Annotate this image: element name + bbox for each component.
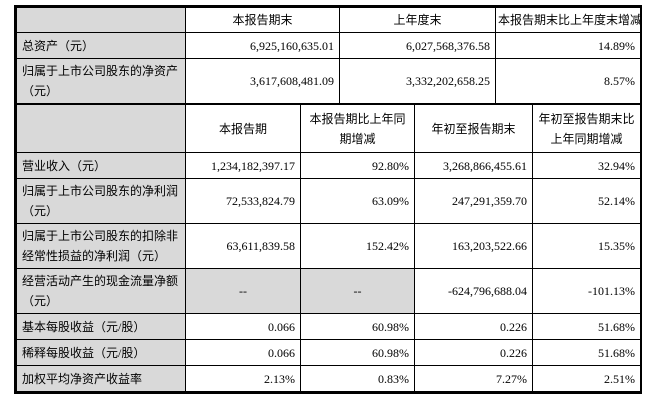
table-row-diluted-eps: 稀释每股收益（元/股） 0.066 60.98% 0.226 51.68% — [16, 339, 641, 366]
value-cell: 6,027,568,376.58 — [339, 32, 496, 59]
value-cell-not-applicable: -- — [185, 268, 301, 314]
row-label: 经营活动产生的现金流量净额（元） — [16, 268, 186, 314]
value-cell: 2.13% — [185, 365, 301, 392]
value-cell-not-applicable: -- — [300, 268, 415, 314]
table-row-net-profit: 归属于上市公司股东的净利润（元） 72,533,824.79 63.09% 24… — [16, 178, 641, 224]
value-cell: 7.27% — [414, 365, 533, 392]
table-row-operating-cash-flow: 经营活动产生的现金流量净额（元） -- -- -624,796,688.04 -… — [16, 268, 641, 314]
header-row-section2: 本报告期 本报告期比上年同期增减 年初至报告期末 年初至报告期末比上年同期增减 — [16, 104, 641, 153]
row-label: 基本每股收益（元/股） — [16, 313, 186, 340]
value-cell: -101.13% — [532, 268, 641, 314]
column-header-period-end: 本报告期末 — [185, 7, 340, 33]
value-cell: 63,611,839.58 — [185, 223, 301, 269]
value-cell: 8.57% — [495, 58, 641, 104]
value-cell: 51.68% — [532, 339, 641, 366]
value-cell: 14.89% — [495, 32, 641, 59]
value-cell: 60.98% — [300, 339, 415, 366]
table-row-net-assets: 归属于上市公司股东的净资产（元） 3,617,608,481.09 3,332,… — [16, 58, 641, 104]
value-cell: 163,203,522.66 — [414, 223, 533, 269]
row-label: 稀释每股收益（元/股） — [16, 339, 186, 366]
value-cell: 92.80% — [300, 152, 415, 179]
value-cell: 0.83% — [300, 365, 415, 392]
row-label: 总资产（元） — [16, 32, 186, 59]
value-cell: 60.98% — [300, 313, 415, 340]
value-cell: 0.226 — [414, 339, 533, 366]
value-cell: 2.51% — [532, 365, 641, 392]
value-cell: 1,234,182,397.17 — [185, 152, 301, 179]
row-label: 归属于上市公司股东的净利润（元） — [16, 178, 186, 224]
value-cell: 63.09% — [300, 178, 415, 224]
value-cell: 3,617,608,481.09 — [185, 58, 340, 104]
corner-cell — [16, 104, 186, 153]
value-cell: 152.42% — [300, 223, 415, 269]
header-row-section1: 本报告期末 上年度末 本报告期末比上年度末增减 — [16, 7, 641, 33]
value-cell: 51.68% — [532, 313, 641, 340]
value-cell: -624,796,688.04 — [414, 268, 533, 314]
column-header-prev-year-end: 上年度末 — [339, 7, 496, 33]
value-cell: 72,533,824.79 — [185, 178, 301, 224]
column-header-change-vs-prev-year-end: 本报告期末比上年度末增减 — [495, 7, 641, 33]
column-header-ytd-change-vs-same-period: 年初至报告期末比上年同期增减 — [532, 104, 641, 153]
financial-summary-table: 本报告期末 上年度末 本报告期末比上年度末增减 总资产（元） 6,925,160… — [14, 5, 642, 394]
value-cell: 0.226 — [414, 313, 533, 340]
table-row-basic-eps: 基本每股收益（元/股） 0.066 60.98% 0.226 51.68% — [16, 313, 641, 340]
table-row-operating-revenue: 营业收入（元） 1,234,182,397.17 92.80% 3,268,86… — [16, 152, 641, 179]
value-cell: 15.35% — [532, 223, 641, 269]
value-cell: 0.066 — [185, 339, 301, 366]
row-label: 归属于上市公司股东的净资产（元） — [16, 58, 186, 104]
value-cell: 0.066 — [185, 313, 301, 340]
value-cell: 6,925,160,635.01 — [185, 32, 340, 59]
value-cell: 247,291,359.70 — [414, 178, 533, 224]
reporting-period-section: 本报告期 本报告期比上年同期增减 年初至报告期末 年初至报告期末比上年同期增减 … — [16, 104, 641, 392]
row-label: 加权平均净资产收益率 — [16, 365, 186, 392]
value-cell: 52.14% — [532, 178, 641, 224]
row-label: 营业收入（元） — [16, 152, 186, 179]
column-header-year-to-date: 年初至报告期末 — [414, 104, 533, 153]
table-row-weighted-avg-roe: 加权平均净资产收益率 2.13% 0.83% 7.27% 2.51% — [16, 365, 641, 392]
column-header-change-vs-same-period: 本报告期比上年同期增减 — [300, 104, 415, 153]
corner-cell — [16, 7, 186, 33]
value-cell: 32.94% — [532, 152, 641, 179]
table-row-net-profit-excl-nonrecurring: 归属于上市公司股东的扣除非经常性损益的净利润（元） 63,611,839.58 … — [16, 223, 641, 269]
table-row-total-assets: 总资产（元） 6,925,160,635.01 6,027,568,376.58… — [16, 32, 641, 59]
value-cell: 3,268,866,455.61 — [414, 152, 533, 179]
period-end-section: 本报告期末 上年度末 本报告期末比上年度末增减 总资产（元） 6,925,160… — [16, 7, 641, 104]
value-cell: 3,332,202,658.25 — [339, 58, 496, 104]
row-label: 归属于上市公司股东的扣除非经常性损益的净利润（元） — [16, 223, 186, 269]
column-header-current-period: 本报告期 — [185, 104, 301, 153]
